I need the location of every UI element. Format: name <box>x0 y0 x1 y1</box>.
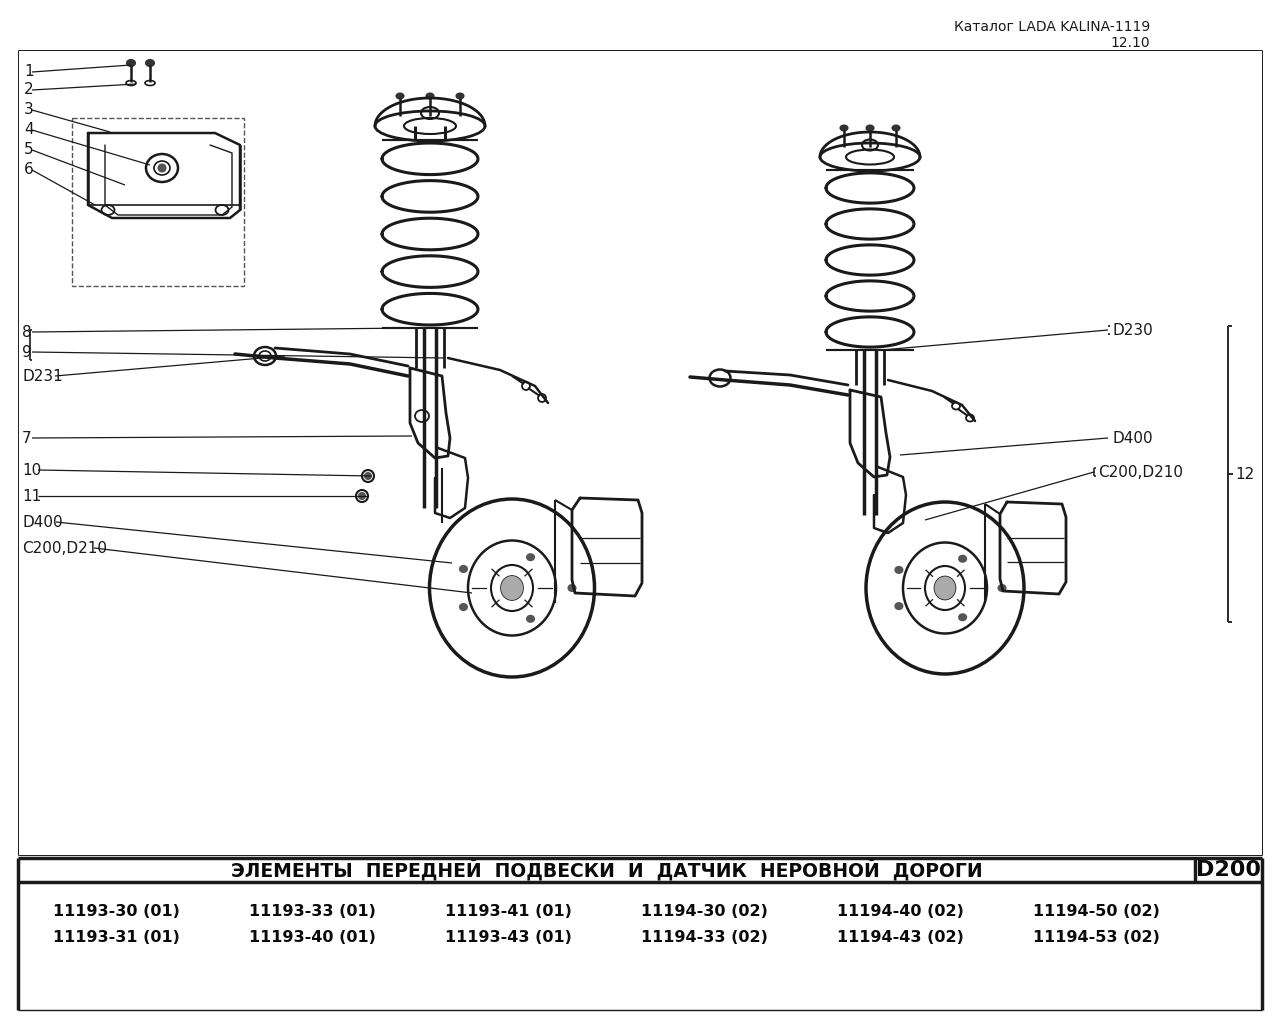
Text: 11194-40 (02): 11194-40 (02) <box>837 904 964 919</box>
Text: D200: D200 <box>1196 860 1261 880</box>
Text: C200,D210: C200,D210 <box>22 540 108 555</box>
Text: 11193-41 (01): 11193-41 (01) <box>445 904 572 919</box>
Text: 11194-50 (02): 11194-50 (02) <box>1033 904 1161 919</box>
Text: ЭЛЕМЕНТЫ  ПЕРЕДНЕЙ  ПОДВЕСКИ  И  ДАТЧИК  НЕРОВНОЙ  ДОРОГИ: ЭЛЕМЕНТЫ ПЕРЕДНЕЙ ПОДВЕСКИ И ДАТЧИК НЕРО… <box>230 860 982 881</box>
Text: Каталог LADA KALINA-1119: Каталог LADA KALINA-1119 <box>954 20 1149 34</box>
Text: 11193-40 (01): 11193-40 (01) <box>248 930 376 945</box>
Text: 11: 11 <box>22 488 41 503</box>
Text: D231: D231 <box>22 369 63 384</box>
Text: 11194-33 (02): 11194-33 (02) <box>641 930 768 945</box>
Text: 12: 12 <box>1235 467 1254 482</box>
Ellipse shape <box>527 554 534 561</box>
Text: 11193-33 (01): 11193-33 (01) <box>248 904 376 919</box>
Text: 2: 2 <box>24 83 33 97</box>
Ellipse shape <box>892 126 900 131</box>
Ellipse shape <box>146 60 154 66</box>
Ellipse shape <box>867 126 873 131</box>
Ellipse shape <box>365 473 371 479</box>
Ellipse shape <box>998 585 1006 591</box>
Text: 7: 7 <box>22 431 32 445</box>
Text: 8: 8 <box>22 325 32 340</box>
Ellipse shape <box>502 577 522 599</box>
Ellipse shape <box>127 60 134 66</box>
Text: 5: 5 <box>24 143 33 157</box>
Ellipse shape <box>841 126 847 131</box>
Text: 12.10: 12.10 <box>1110 36 1149 50</box>
Ellipse shape <box>959 555 966 562</box>
Text: 11194-43 (02): 11194-43 (02) <box>837 930 964 945</box>
Text: C200,D210: C200,D210 <box>1098 465 1183 480</box>
Ellipse shape <box>426 94 434 98</box>
Text: 4: 4 <box>24 123 33 138</box>
Ellipse shape <box>568 585 576 591</box>
Ellipse shape <box>936 578 955 598</box>
Text: 6: 6 <box>24 162 33 178</box>
Bar <box>72 118 244 286</box>
Text: 11193-43 (01): 11193-43 (01) <box>445 930 572 945</box>
Ellipse shape <box>527 616 534 622</box>
Ellipse shape <box>959 615 966 621</box>
Text: 11193-30 (01): 11193-30 (01) <box>52 904 179 919</box>
Ellipse shape <box>397 94 403 98</box>
Text: 11194-53 (02): 11194-53 (02) <box>1033 930 1161 945</box>
Text: D400: D400 <box>1112 431 1152 445</box>
Text: 9: 9 <box>22 344 32 359</box>
Ellipse shape <box>460 566 467 572</box>
Text: 10: 10 <box>22 463 41 478</box>
Text: 11193-31 (01): 11193-31 (01) <box>52 930 179 945</box>
Ellipse shape <box>159 164 165 172</box>
Text: 11194-30 (02): 11194-30 (02) <box>641 904 768 919</box>
Ellipse shape <box>896 603 902 610</box>
Ellipse shape <box>460 604 467 610</box>
Text: D230: D230 <box>1112 323 1153 338</box>
Text: D400: D400 <box>22 515 63 530</box>
Ellipse shape <box>457 94 463 98</box>
Ellipse shape <box>896 567 902 573</box>
Text: 3: 3 <box>24 102 33 117</box>
Ellipse shape <box>358 493 365 499</box>
Text: 1: 1 <box>24 64 33 80</box>
